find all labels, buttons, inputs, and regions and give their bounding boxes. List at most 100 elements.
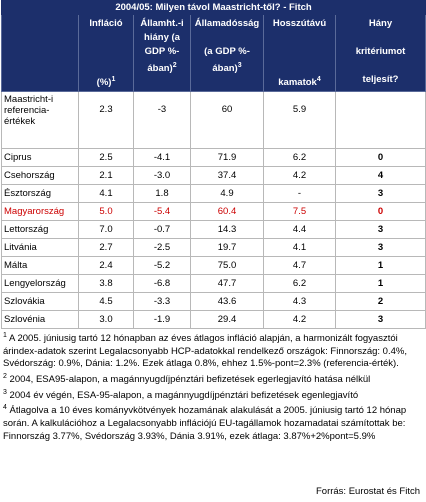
footnote-ref: 4 xyxy=(316,76,321,83)
cell: -2.5 xyxy=(133,238,191,257)
cell: 4.7 xyxy=(263,256,336,275)
reference-row: Maastricht-i referencia-értékek 2.3 -3 60 5.… xyxy=(1,91,426,149)
criteria: 4 xyxy=(334,166,426,185)
cell: 2.4 xyxy=(78,256,134,275)
cell: 7.0 xyxy=(78,220,134,239)
row-label: Maastricht-i referencia-értékek xyxy=(1,91,79,149)
footnote-text: 2004, ESA95-alapon, a magánnyugdíjpénztá… xyxy=(6,374,371,386)
cell: 4.9 xyxy=(190,184,264,203)
footnote: 2 2004, ESA95-alapon, a magánnyugdíjpénz… xyxy=(3,371,423,387)
footnote-text: A 2005. júniusig tartó 12 hónapban az év… xyxy=(3,333,407,370)
footnotes: 1 A 2005. júniusig tartó 12 hónapban az … xyxy=(3,330,423,443)
country: Lettország xyxy=(1,220,79,239)
cell: 6.2 xyxy=(263,274,336,293)
cell: 4.4 xyxy=(263,220,336,239)
header-line: teljesít? xyxy=(362,74,399,85)
cell: 75.0 xyxy=(190,256,264,275)
cell: 29.4 xyxy=(190,310,264,329)
cell: -3 xyxy=(133,91,191,149)
header-line: ában)3 xyxy=(212,62,242,75)
footnote-number: 1 xyxy=(3,332,7,339)
footnote-ref: 2 xyxy=(172,62,177,69)
header-line: ában)2 xyxy=(147,62,177,75)
header-line xyxy=(266,59,333,73)
cell: 4.5 xyxy=(78,292,134,311)
cell: 37.4 xyxy=(190,166,264,185)
cell: 60 xyxy=(190,91,264,149)
header-line: hiány (a xyxy=(144,32,180,43)
header-cell: Hosszútávú kamatok4 xyxy=(263,14,336,92)
cell: 7.5 xyxy=(263,202,336,221)
header-line xyxy=(338,59,423,73)
footnote-ref: 1 xyxy=(111,76,116,83)
data-row: Szlovákia 4.5 -3.3 43.6 4.3 2 xyxy=(1,292,426,311)
footnote-text: Átlagolva a 10 éves kományvkötvények hoz… xyxy=(3,405,407,442)
cell xyxy=(334,91,426,149)
cell: -3.0 xyxy=(133,166,191,185)
source: Forrás: Eurostat és Fitch xyxy=(315,486,420,497)
data-row: Lettország 7.0 -0.7 14.3 4.4 3 xyxy=(1,220,426,239)
header-line xyxy=(81,31,131,45)
header-cell: Infláció (%)1 xyxy=(78,14,134,92)
header-line: Hány xyxy=(368,18,393,29)
footnote-text: 2004 év végén, ESA-95-alapon, a magánnyu… xyxy=(6,389,359,401)
footnote-number: 3 xyxy=(3,388,7,396)
header-line: GDP %- xyxy=(144,46,180,57)
cell: 4.3 xyxy=(263,292,336,311)
header-cell: Hány kritériumot teljesít? xyxy=(334,14,426,92)
cell: 4.2 xyxy=(263,310,336,329)
title-row: 2004/05: Milyen távol Maastricht-től? - … xyxy=(0,0,426,15)
header-cell xyxy=(1,14,79,92)
header-line xyxy=(266,45,333,59)
header-line xyxy=(266,31,333,45)
criteria: 3 xyxy=(334,310,426,329)
header-line: Hosszútávú xyxy=(272,18,327,29)
country: Csehország xyxy=(1,166,79,185)
country: Szlovákia xyxy=(1,292,79,311)
country: Szlovénia xyxy=(1,310,79,329)
cell: 43.6 xyxy=(190,292,264,311)
cell: 14.3 xyxy=(190,220,264,239)
header-line: Államadósság xyxy=(194,18,260,29)
table: 2004/05: Milyen távol Maastricht-től? - … xyxy=(0,0,426,329)
header-line: Infláció xyxy=(89,18,123,29)
cell: 71.9 xyxy=(190,148,264,167)
header-line xyxy=(193,31,261,45)
cell: -1.9 xyxy=(133,310,191,329)
footnote-number: 2 xyxy=(3,372,7,380)
data-row: Málta 2.4 -5.2 75.0 4.7 1 xyxy=(1,256,426,275)
footnote-ref: 3 xyxy=(237,62,242,69)
cell: 19.7 xyxy=(190,238,264,257)
cell: 4.1 xyxy=(263,238,336,257)
cell: 4.2 xyxy=(263,166,336,185)
header-row: Infláció (%)1 Államht.-i hiány (a GDP %- ába… xyxy=(1,14,426,92)
cell: -5.2 xyxy=(133,256,191,275)
cell: 3.8 xyxy=(78,274,134,293)
cell: - xyxy=(263,184,336,203)
data-row: Csehország 2.1 -3.0 37.4 4.2 4 xyxy=(1,166,426,185)
criteria: 0 xyxy=(334,148,426,167)
country: Litvánia xyxy=(1,238,79,257)
cell: 60.4 xyxy=(190,202,264,221)
header-line: Államht.-i xyxy=(140,18,184,29)
cell: 2.1 xyxy=(78,166,134,185)
country: Észtország xyxy=(1,184,79,203)
footnote: 4 Átlagolva a 10 éves kományvkötvények h… xyxy=(3,402,423,443)
cell: 4.1 xyxy=(78,184,134,203)
cell: 2.7 xyxy=(78,238,134,257)
header-line xyxy=(338,31,423,45)
data-row: Ciprus 2.5 -4.1 71.9 6.2 0 xyxy=(1,148,426,167)
cell: -3.3 xyxy=(133,292,191,311)
criteria: 0 xyxy=(334,202,426,221)
cell: 6.2 xyxy=(263,148,336,167)
cell: 5.9 xyxy=(263,91,336,149)
cell: 5.0 xyxy=(78,202,134,221)
header-cell: Államadósság (a GDP %- ában)3 xyxy=(190,14,264,92)
data-row: Magyarország 5.0 -5.4 60.4 7.5 0 xyxy=(1,202,426,221)
country: Ciprus xyxy=(1,148,79,167)
criteria: 2 xyxy=(334,292,426,311)
criteria: 1 xyxy=(334,274,426,293)
criteria: 3 xyxy=(334,184,426,203)
header-line xyxy=(81,45,131,59)
